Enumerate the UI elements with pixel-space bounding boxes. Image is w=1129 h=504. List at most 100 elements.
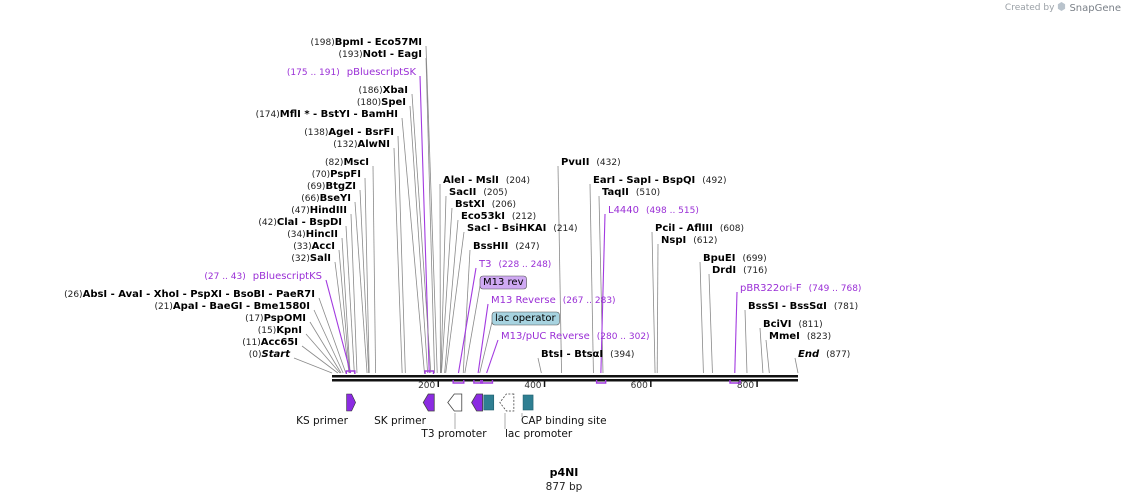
primer-label[interactable]: L4440 (498 .. 515) — [608, 205, 699, 216]
site-position: (132) — [333, 140, 357, 150]
site-label[interactable]: SacII (205) — [449, 187, 508, 198]
primer-label[interactable]: (27 .. 43) pBluescriptKS — [204, 271, 322, 282]
site-label[interactable]: DrdI (716) — [712, 265, 767, 276]
site-label[interactable]: (69)BtgZI — [307, 181, 356, 192]
site-label[interactable]: (180)SpeI — [357, 97, 406, 108]
site-position: (432) — [596, 158, 620, 168]
enzyme-name: SalI — [310, 253, 331, 264]
site-label[interactable]: PciI - AflIII (608) — [655, 223, 744, 234]
site-label[interactable]: (82)MscI — [325, 157, 369, 168]
feature-ks-primer[interactable] — [346, 393, 356, 412]
site-leader-line — [699, 261, 704, 374]
feature-t3-promoter[interactable] — [447, 393, 463, 412]
site-label[interactable]: (66)BseYI — [301, 193, 351, 204]
site-label[interactable]: BssSI - BssSαI (781) — [748, 301, 858, 312]
site-label[interactable]: TaqII (510) — [602, 187, 660, 198]
site-leader-line — [397, 135, 406, 374]
site-label[interactable]: (132)AlwNI — [333, 139, 390, 150]
feature-m13-rev[interactable] — [471, 393, 483, 412]
snapgene-credit: Created by SnapGene — [1005, 2, 1121, 14]
site-label[interactable]: (11)Acc65I — [242, 337, 298, 348]
site-label[interactable]: (15)KpnI — [258, 325, 302, 336]
enzyme-name: NotI — [363, 49, 387, 60]
site-label[interactable]: (193)NotI - EagI — [338, 49, 422, 60]
site-label[interactable]: MmeI (823) — [769, 331, 831, 342]
enzyme-name: BseYI — [320, 193, 351, 204]
site-label[interactable]: End (877) — [798, 349, 850, 360]
site-position: (716) — [743, 266, 767, 276]
site-label[interactable]: BstXI (206) — [455, 199, 516, 210]
enzyme-name: - AflIII — [675, 223, 712, 234]
site-text: M13 Reverse — [491, 295, 556, 306]
site-leader-line — [411, 93, 432, 374]
site-label[interactable]: (70)PspFI — [312, 169, 361, 180]
feature-lac-promoter[interactable] — [499, 393, 515, 412]
site-position: (612) — [693, 236, 717, 246]
site-label[interactable]: (17)PspOMI — [245, 313, 306, 324]
site-leader-line — [598, 195, 604, 374]
enzyme-name: AgeI — [328, 127, 353, 138]
site-text: pBluescriptKS — [253, 271, 322, 282]
enzyme-name: MscI — [343, 157, 369, 168]
site-leader-line — [765, 339, 770, 374]
site-leader-line — [656, 243, 659, 374]
site-label[interactable]: SacI - BsiHKAI (214) — [467, 223, 578, 234]
primer-leader-line — [600, 213, 606, 374]
site-label[interactable]: (138)AgeI - BsrFI — [304, 127, 394, 138]
site-position: (608) — [720, 224, 744, 234]
site-label[interactable]: (186)XbaI — [358, 85, 408, 96]
site-label[interactable]: (42)ClaI - BspDI — [258, 217, 342, 228]
site-leader-line — [794, 357, 799, 374]
dna-strand-top — [332, 375, 798, 378]
feature-callout[interactable]: lac operator — [495, 313, 556, 324]
site-label[interactable]: Eco53kI (212) — [461, 211, 536, 222]
site-label[interactable]: (33)AccI — [293, 241, 335, 252]
site-label[interactable]: (21)ApaI - BaeGI - Bme1580I — [154, 301, 310, 312]
site-label[interactable]: BtsI - BtsαI (394) — [541, 349, 634, 360]
site-text: lac operator — [495, 313, 556, 324]
site-label[interactable]: (26)AbsI - AvaI - XhoI - PspXI - BsoBI -… — [64, 289, 315, 300]
enzyme-name: Acc65I — [261, 337, 298, 348]
primer-label[interactable]: (175 .. 191) pBluescriptSK — [287, 67, 417, 78]
site-leader-line — [744, 309, 748, 374]
site-leader-line — [589, 183, 594, 374]
site-text: (27 .. 43) — [204, 272, 245, 282]
site-label[interactable]: (34)HincII — [287, 229, 338, 240]
primer-label[interactable]: M13 Reverse (267 .. 283) — [491, 295, 616, 306]
site-label[interactable]: (47)HindIII — [291, 205, 347, 216]
site-leader-line — [393, 147, 403, 374]
site-label[interactable]: (0)Start — [249, 349, 291, 360]
site-label[interactable]: AleI - MslI (204) — [443, 175, 530, 186]
site-position: (0) — [249, 350, 262, 360]
enzyme-name: BstXI — [455, 199, 485, 210]
site-text: (175 .. 191) — [287, 68, 340, 78]
enzyme-name: PciI — [655, 223, 675, 234]
site-leader-line — [462, 249, 471, 374]
site-position: (247) — [515, 242, 539, 252]
site-leader-line — [464, 285, 481, 374]
site-label[interactable]: NspI (612) — [661, 235, 717, 246]
scale-tick-label: 600 — [631, 381, 648, 391]
plasmid-length: 877 bp — [546, 481, 583, 493]
feature-lac-operator[interactable] — [483, 394, 495, 411]
site-leader-line — [425, 45, 438, 374]
enzyme-name: DrdI — [712, 265, 736, 276]
site-label[interactable]: EarI - SapI - BspQI (492) — [593, 175, 726, 186]
feature-sk-primer[interactable] — [422, 393, 435, 412]
primer-label[interactable]: pBR322ori-F (749 .. 768) — [740, 283, 861, 294]
primer-label[interactable]: T3 (228 .. 248) — [478, 259, 551, 270]
site-label[interactable]: (198)BpmI - Eco57MI — [311, 37, 422, 48]
feature-callout[interactable]: M13 rev — [483, 277, 524, 288]
site-label[interactable]: BciVI (811) — [763, 319, 823, 330]
feature-cap-binding-site[interactable] — [522, 394, 534, 411]
site-label[interactable]: BssHII (247) — [473, 241, 540, 252]
primer-binding-bar — [424, 370, 435, 374]
site-label[interactable]: (32)SalI — [291, 253, 331, 264]
site-position: (204) — [506, 176, 530, 186]
primer-label[interactable]: M13/pUC Reverse (280 .. 302) — [501, 331, 650, 342]
site-position: (33) — [293, 242, 311, 252]
site-label[interactable]: (174)MflI * - BstYI - BamHI — [256, 109, 398, 120]
site-text: L4440 — [608, 205, 639, 216]
site-label[interactable]: PvuII (432) — [561, 157, 621, 168]
site-label[interactable]: BpuEI (699) — [703, 253, 767, 264]
